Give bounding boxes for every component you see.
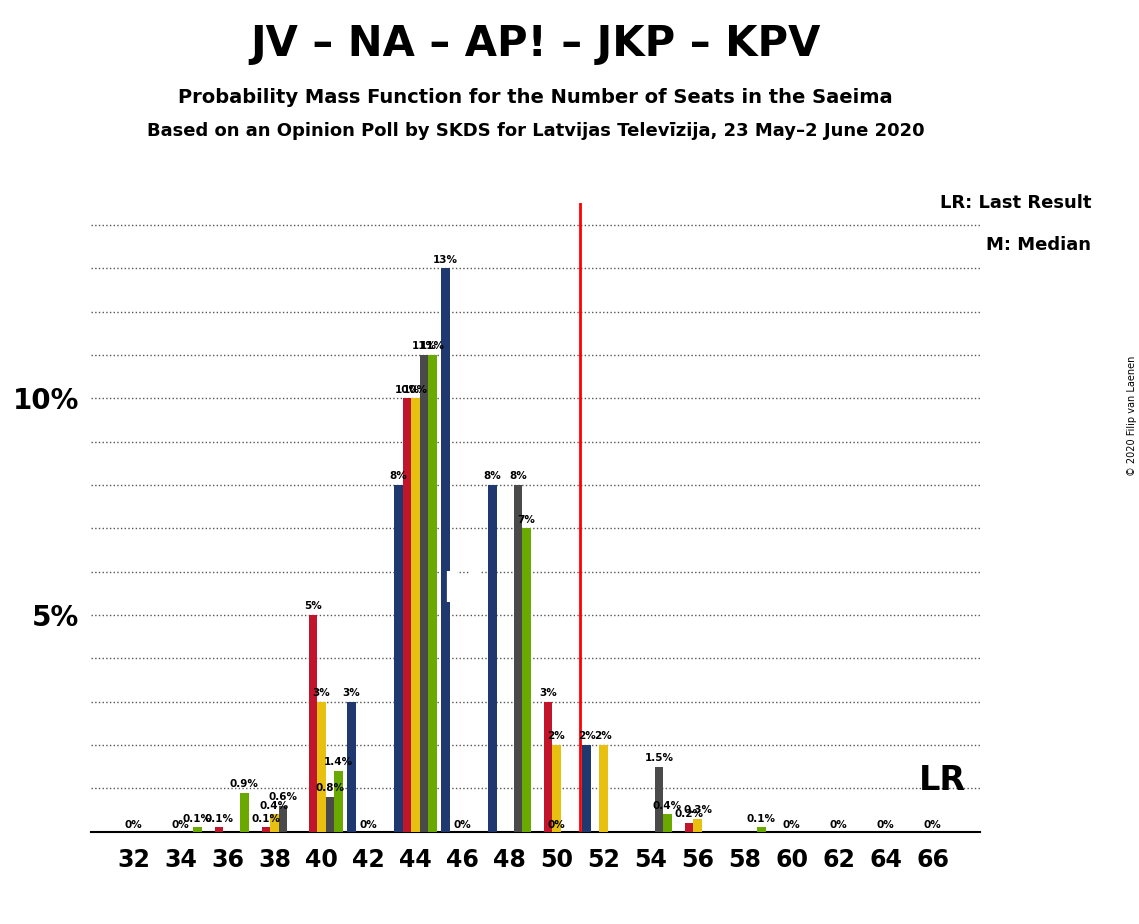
Bar <box>240 793 248 832</box>
Bar <box>544 701 552 832</box>
Bar <box>552 745 560 832</box>
Text: 0%: 0% <box>172 820 189 830</box>
Text: 13%: 13% <box>433 255 458 265</box>
Text: 0.3%: 0.3% <box>683 805 712 815</box>
Text: 0%: 0% <box>124 820 142 830</box>
Text: 0%: 0% <box>877 820 894 830</box>
Bar <box>655 767 663 832</box>
Text: 0.8%: 0.8% <box>316 784 344 794</box>
Text: 3%: 3% <box>539 688 557 699</box>
Bar <box>663 814 672 832</box>
Text: 0.6%: 0.6% <box>269 792 297 802</box>
Text: Probability Mass Function for the Number of Seats in the Saeima: Probability Mass Function for the Number… <box>178 88 893 107</box>
Text: 0%: 0% <box>924 820 942 830</box>
Bar <box>215 827 223 832</box>
Bar <box>685 823 694 832</box>
Bar <box>757 827 765 832</box>
Bar <box>514 485 522 832</box>
Text: 11%: 11% <box>420 342 445 351</box>
Text: 3%: 3% <box>343 688 360 699</box>
Bar <box>326 796 334 832</box>
Text: 2%: 2% <box>577 732 596 741</box>
Text: 11%: 11% <box>411 342 436 351</box>
Text: Based on an Opinion Poll by SKDS for Latvijas Televīzija, 23 May–2 June 2020: Based on an Opinion Poll by SKDS for Lat… <box>147 122 924 140</box>
Bar <box>411 398 419 832</box>
Bar <box>270 814 279 832</box>
Bar <box>523 529 531 832</box>
Text: 3%: 3% <box>312 688 330 699</box>
Text: 0%: 0% <box>453 820 472 830</box>
Text: 1.4%: 1.4% <box>323 758 353 768</box>
Text: 1.5%: 1.5% <box>645 753 673 763</box>
Text: 2%: 2% <box>548 732 565 741</box>
Text: 0.4%: 0.4% <box>260 801 289 810</box>
Text: JV – NA – AP! – JKP – KPV: JV – NA – AP! – JKP – KPV <box>251 23 820 65</box>
Text: M: Median: M: Median <box>986 236 1091 253</box>
Bar <box>428 355 436 832</box>
Text: 10%: 10% <box>394 384 419 395</box>
Text: 0.1%: 0.1% <box>205 814 233 824</box>
Text: © 2020 Filip van Laenen: © 2020 Filip van Laenen <box>1126 356 1137 476</box>
Bar <box>394 485 403 832</box>
Bar <box>403 398 411 832</box>
Bar <box>599 745 607 832</box>
Text: 0%: 0% <box>548 820 565 830</box>
Text: 8%: 8% <box>509 471 527 481</box>
Text: 7%: 7% <box>517 515 535 525</box>
Text: M: M <box>442 568 483 611</box>
Text: 0%: 0% <box>782 820 801 830</box>
Bar <box>582 745 591 832</box>
Bar <box>334 771 343 832</box>
Bar <box>318 701 326 832</box>
Bar <box>489 485 497 832</box>
Text: 0.9%: 0.9% <box>230 779 259 789</box>
Bar <box>420 355 428 832</box>
Text: LR: Last Result: LR: Last Result <box>940 194 1091 212</box>
Bar <box>262 827 270 832</box>
Bar <box>442 268 450 832</box>
Text: 8%: 8% <box>484 471 501 481</box>
Text: 0.1%: 0.1% <box>183 814 212 824</box>
Text: 0%: 0% <box>829 820 847 830</box>
Text: LR: LR <box>919 764 966 797</box>
Bar <box>309 615 317 832</box>
Text: 10%: 10% <box>403 384 428 395</box>
Text: 0.1%: 0.1% <box>252 814 280 824</box>
Text: 0.2%: 0.2% <box>674 809 704 820</box>
Bar <box>194 827 202 832</box>
Bar <box>347 701 355 832</box>
Text: 8%: 8% <box>390 471 408 481</box>
Text: 0.4%: 0.4% <box>653 801 682 810</box>
Bar <box>694 819 702 832</box>
Text: 2%: 2% <box>595 732 613 741</box>
Text: 5%: 5% <box>304 602 322 612</box>
Text: 0.1%: 0.1% <box>747 814 776 824</box>
Bar <box>279 806 287 832</box>
Text: 0%: 0% <box>360 820 377 830</box>
